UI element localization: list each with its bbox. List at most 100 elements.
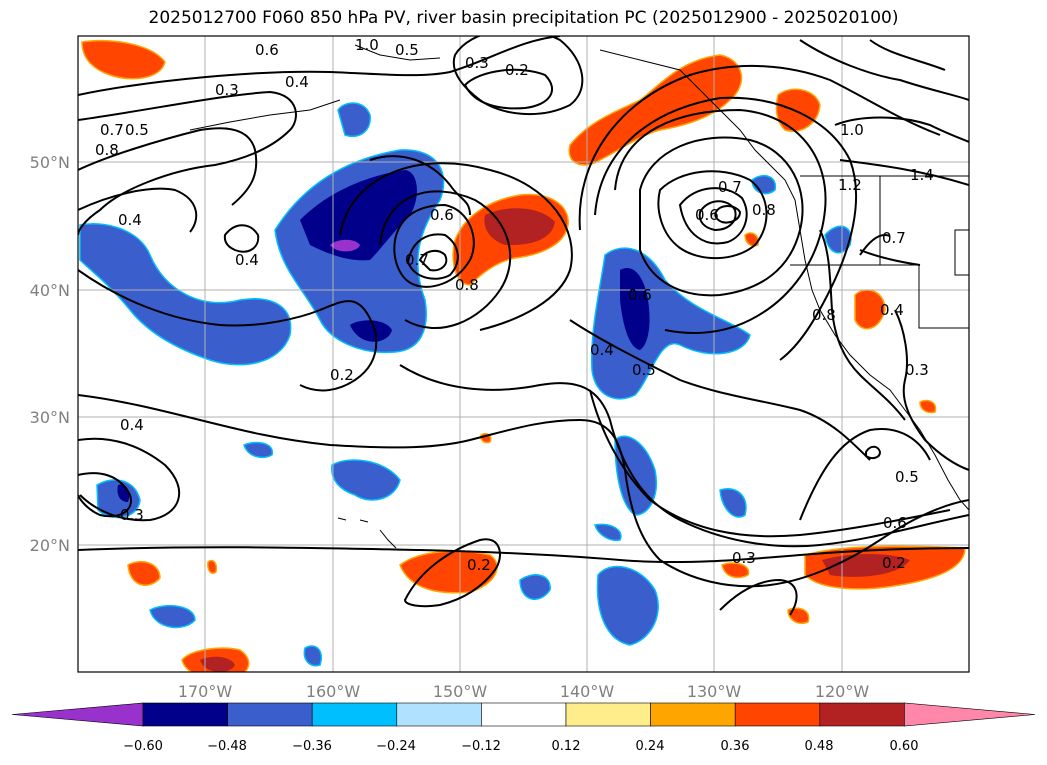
shade-navy-trough: [620, 268, 650, 350]
contour-label: 1.0: [355, 36, 379, 54]
contour-label: 0.3: [905, 361, 929, 379]
precip-shading: [79, 39, 966, 672]
contour-label: 0.2: [505, 61, 529, 79]
shade-navy-small: [350, 320, 392, 342]
lat-tick-label: 50°N: [30, 153, 70, 172]
contour-label: 1.4: [910, 166, 934, 184]
contour-label: 0.5: [632, 361, 656, 379]
shade-purple-central: [330, 239, 360, 252]
shade-navy-central: [300, 170, 417, 261]
shade-red-south: [200, 656, 235, 672]
contour-label: 0.8: [95, 141, 119, 159]
colorbar-segment: [650, 702, 736, 727]
colorbar-segment: [396, 702, 482, 727]
shade-orange-hawaii: [399, 550, 498, 594]
contour-label: 0.6: [628, 286, 652, 304]
contour-label: 0.4: [590, 341, 614, 359]
contour-label: 0.5: [125, 121, 149, 139]
contour-label: 0.4: [285, 73, 309, 91]
contour-label: 1.0: [840, 121, 864, 139]
lat-axis: 50°N 40°N 30°N 20°N: [30, 153, 70, 555]
shade-blue-s2: [519, 574, 551, 600]
colorbar-tick-label: −0.36: [292, 739, 332, 754]
lon-tick-label: 170°W: [178, 682, 233, 701]
contour-labels: 0.6 0.3 0.4 1.0 0.5 0.3 0.2 0.8 0.7 0.5 …: [95, 36, 934, 574]
shade-orange-bc: [775, 88, 821, 132]
contour-label: 0.5: [895, 468, 919, 486]
contour-label: 0.2: [882, 554, 906, 572]
colorbar-segment: [11, 702, 144, 727]
contour-label: 0.4: [235, 251, 259, 269]
colorbar-segment: [904, 702, 1036, 727]
colorbar-tick-label: −0.24: [376, 739, 416, 754]
contour-label: 0.4: [120, 416, 144, 434]
shade-blue-north: [337, 102, 371, 137]
contour-label: 0.8: [812, 306, 836, 324]
shade-orange-small6: [207, 559, 218, 574]
shade-blue-e2: [594, 523, 622, 542]
lat-tick-label: 20°N: [30, 536, 70, 555]
map-title: 2025012700 F060 850 hPa PV, river basin …: [148, 8, 899, 28]
lat-tick-label: 30°N: [30, 408, 70, 427]
shade-red-mexico: [822, 554, 910, 577]
colorbar-tick-label: 0.60: [890, 739, 919, 754]
lon-tick-label: 120°W: [815, 682, 870, 701]
shade-orange-small1: [721, 562, 750, 579]
colorbar-tick-label: −0.60: [123, 739, 163, 754]
contour-label: 0.5: [395, 41, 419, 59]
shade-blue-e1: [719, 488, 747, 518]
colorbar-segment: [142, 702, 228, 727]
colorbar-segment: [819, 702, 905, 727]
shade-blue-mid: [614, 435, 657, 516]
shade-orange-small2: [787, 607, 810, 624]
lat-tick-label: 40°N: [30, 281, 70, 300]
contour-label: 0.2: [467, 556, 491, 574]
contour-label: 0.7: [100, 121, 124, 139]
contour-label: 0.6: [430, 206, 454, 224]
colorbar-tick-label: −0.48: [207, 739, 247, 754]
contour-label: 0.7: [882, 229, 906, 247]
contour-label: 0.3: [215, 81, 239, 99]
shade-orange-gulf: [568, 54, 743, 166]
contour-label: 0.8: [455, 276, 479, 294]
map-frame: [77, 35, 970, 673]
colorbar-tick-label: −0.12: [461, 739, 501, 754]
colorbar-segment: [734, 702, 821, 727]
shade-blue-ne: [824, 225, 852, 254]
contour-label: 0.4: [880, 301, 904, 319]
colorbar-segment: [227, 702, 313, 727]
contour-label: 0.7: [718, 178, 742, 196]
colorbar-tick-label: 0.48: [805, 739, 834, 754]
colorbar-segment: [481, 702, 567, 727]
shade-blue-hawaii: [331, 459, 401, 501]
shade-blue-s3: [149, 604, 196, 629]
shade-orange-sw: [127, 561, 161, 586]
colorbar-tick-label: 0.12: [552, 739, 581, 754]
lon-tick-label: 140°W: [560, 682, 615, 701]
colorbar-tick-label: 0.24: [636, 739, 665, 754]
shade-blue-west: [79, 223, 292, 366]
shade-orange-small4: [744, 232, 760, 247]
colorbar-labels: −0.60 −0.48 −0.36 −0.24 −0.12 0.12 0.24 …: [123, 739, 918, 754]
contour-label: 0.7: [405, 251, 429, 269]
colorbar-segment: [311, 702, 398, 727]
colorbar: [11, 702, 1036, 727]
pv-contours: [78, 36, 969, 616]
colorbar-tick-label: 0.36: [721, 739, 750, 754]
contour-label: 1.2: [838, 176, 862, 194]
shade-blue-s1: [596, 565, 659, 646]
lon-tick-label: 160°W: [306, 682, 361, 701]
contour-label: 0.6: [255, 41, 279, 59]
lon-tick-label: 130°W: [687, 682, 742, 701]
shade-orange-nw: [81, 39, 166, 80]
contour-label: 0.3: [120, 506, 144, 524]
contour-label: 0.4: [118, 211, 142, 229]
shade-red-center: [484, 208, 555, 246]
shade-orange-small3: [919, 399, 937, 414]
contour-label: 0.6: [883, 514, 907, 532]
shade-blue-s4: [303, 645, 322, 667]
lon-axis: 170°W 160°W 150°W 140°W 130°W 120°W: [178, 682, 870, 701]
lon-tick-label: 150°W: [433, 682, 488, 701]
contour-label: 0.8: [752, 201, 776, 219]
